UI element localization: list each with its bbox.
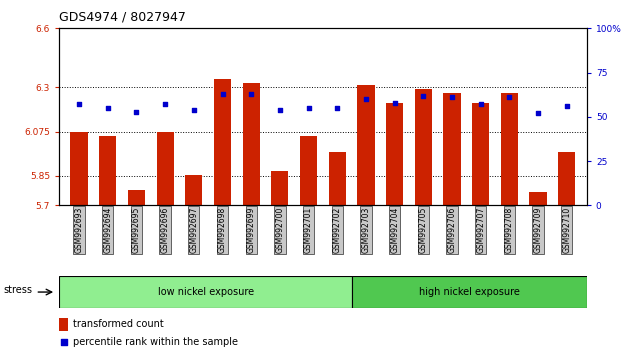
Bar xyxy=(386,103,403,205)
Point xyxy=(447,95,457,100)
Text: GSM992703: GSM992703 xyxy=(361,207,371,253)
Text: GSM992698: GSM992698 xyxy=(218,207,227,253)
Point xyxy=(533,110,543,116)
Text: percentile rank within the sample: percentile rank within the sample xyxy=(73,337,238,347)
Text: stress: stress xyxy=(3,285,32,296)
Text: GSM992694: GSM992694 xyxy=(103,207,112,253)
Bar xyxy=(128,190,145,205)
Text: transformed count: transformed count xyxy=(73,319,164,329)
Bar xyxy=(472,103,489,205)
Point xyxy=(476,102,486,107)
Bar xyxy=(415,89,432,205)
Bar xyxy=(59,318,68,331)
Bar xyxy=(530,192,546,205)
Bar xyxy=(558,152,576,205)
Text: GSM992693: GSM992693 xyxy=(75,207,84,253)
Bar xyxy=(99,137,116,205)
Point xyxy=(389,100,399,105)
Point xyxy=(504,95,514,100)
Bar xyxy=(443,93,461,205)
Point xyxy=(304,105,314,111)
Point xyxy=(361,96,371,102)
Text: GSM992697: GSM992697 xyxy=(189,207,198,253)
Point xyxy=(132,109,142,114)
Bar xyxy=(329,152,346,205)
Point xyxy=(103,105,113,111)
Bar xyxy=(300,137,317,205)
Point xyxy=(562,103,572,109)
Point xyxy=(419,93,428,98)
Point xyxy=(59,339,69,344)
Bar xyxy=(70,132,88,205)
Text: low nickel exposure: low nickel exposure xyxy=(158,287,254,297)
Bar xyxy=(357,85,374,205)
Text: GSM992710: GSM992710 xyxy=(562,207,571,253)
Text: GSM992702: GSM992702 xyxy=(333,207,342,253)
Bar xyxy=(156,132,174,205)
Text: GSM992706: GSM992706 xyxy=(448,207,456,253)
Text: high nickel exposure: high nickel exposure xyxy=(419,287,520,297)
Bar xyxy=(271,171,289,205)
Text: GSM992699: GSM992699 xyxy=(247,207,256,253)
Point xyxy=(217,91,227,97)
Bar xyxy=(501,93,518,205)
Text: GSM992700: GSM992700 xyxy=(275,207,284,253)
Point xyxy=(74,102,84,107)
Text: GSM992696: GSM992696 xyxy=(161,207,170,253)
Point xyxy=(189,107,199,113)
Bar xyxy=(243,84,260,205)
Bar xyxy=(185,175,202,205)
Text: GSM992695: GSM992695 xyxy=(132,207,141,253)
Text: GSM992701: GSM992701 xyxy=(304,207,313,253)
Text: GSM992709: GSM992709 xyxy=(533,207,543,253)
Point xyxy=(247,91,256,97)
Bar xyxy=(352,276,587,308)
Text: GSM992707: GSM992707 xyxy=(476,207,485,253)
Text: GDS4974 / 8027947: GDS4974 / 8027947 xyxy=(59,11,186,24)
Text: GSM992708: GSM992708 xyxy=(505,207,514,253)
Point xyxy=(160,102,170,107)
Bar xyxy=(59,276,352,308)
Text: GSM992704: GSM992704 xyxy=(390,207,399,253)
Point xyxy=(275,107,285,113)
Point xyxy=(332,105,342,111)
Bar xyxy=(214,79,231,205)
Text: GSM992705: GSM992705 xyxy=(419,207,428,253)
